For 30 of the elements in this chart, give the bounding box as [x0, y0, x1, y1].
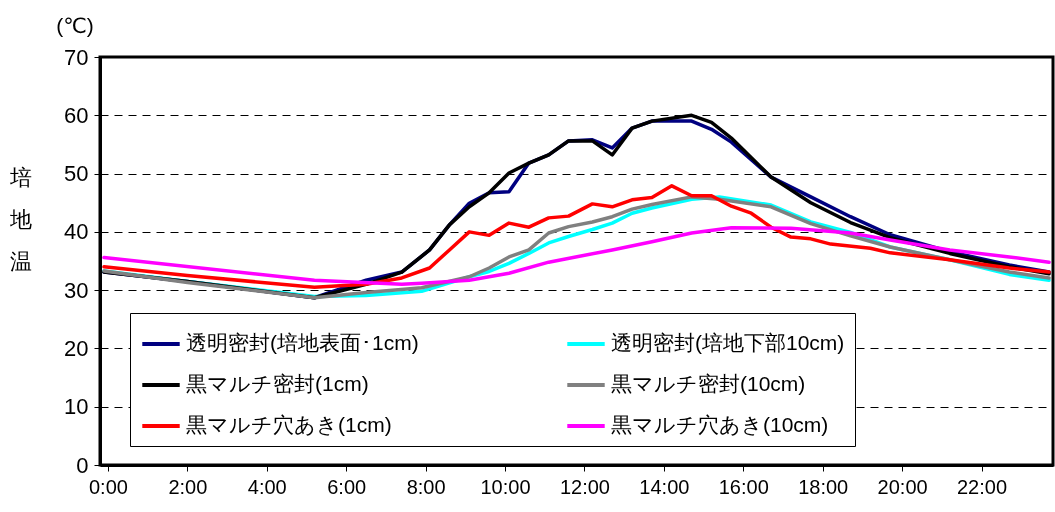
y-tick-label: 10	[64, 394, 89, 420]
x-tick-label: 10:00	[480, 475, 531, 498]
x-tick-label: 20:00	[877, 475, 928, 498]
y-tick-label: 40	[64, 219, 89, 245]
x-tick-label: 8:00	[406, 475, 446, 498]
x-tick-label: 2:00	[168, 475, 208, 498]
text: (℃)	[56, 14, 94, 37]
legend-label: 黒マルチ穴あき(1cm)	[186, 413, 392, 436]
y-tick-label: 20	[64, 335, 89, 361]
x-tick-label: 18:00	[798, 475, 849, 498]
legend-label: 黒マルチ密封(10cm)	[611, 372, 806, 395]
line-series	[102, 226, 1051, 287]
x-tick-label: 14:00	[639, 475, 690, 498]
x-tick-label: 12:00	[559, 475, 610, 498]
legend-label: 透明密封(培地下部10cm)	[611, 331, 845, 354]
y-tick-label: 30	[64, 277, 89, 303]
x-tick-label: 22:00	[956, 475, 1008, 498]
y-tick-label: 0	[76, 452, 89, 478]
y-tick-label: 60	[64, 102, 89, 128]
x-tick-label: 6:00	[327, 475, 367, 498]
legend-label: 透明密封(培地表面･1cm)	[186, 331, 419, 354]
x-tick-label: 4:00	[247, 475, 287, 498]
x-tick-label: 16:00	[718, 475, 769, 498]
y-tick-label: 50	[64, 161, 89, 187]
legend-label: 黒マルチ密封(1cm)	[186, 372, 369, 395]
legend-label: 黒マルチ穴あき(10cm)	[611, 413, 829, 436]
x-tick-label: 0:00	[88, 475, 128, 498]
y-tick-label: 70	[64, 44, 89, 70]
line-series	[102, 184, 1051, 289]
y-axis-title: 培地温	[8, 164, 32, 274]
